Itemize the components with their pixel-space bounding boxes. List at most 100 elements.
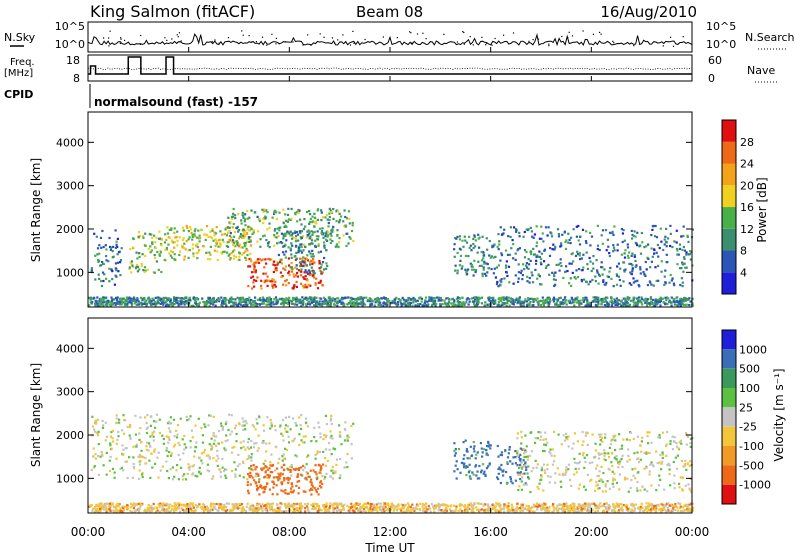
station-title: King Salmon (fitACF) xyxy=(90,2,255,21)
velocity-cell xyxy=(402,510,406,513)
power-cell xyxy=(150,303,153,307)
power-cell xyxy=(486,248,489,251)
power-cell xyxy=(610,304,614,307)
power-cell xyxy=(540,263,543,266)
power-cell xyxy=(187,238,190,241)
velocity-cell xyxy=(508,448,511,451)
power-cell xyxy=(267,242,270,245)
power-cell xyxy=(263,279,266,282)
power-cell xyxy=(622,229,625,232)
velocity-cell xyxy=(531,506,534,509)
power-cell xyxy=(134,300,138,304)
power-cell xyxy=(105,248,108,251)
velocity-cell xyxy=(646,431,649,434)
velocity-cell xyxy=(278,425,282,428)
power-cell xyxy=(526,280,529,283)
power-cell xyxy=(490,300,493,303)
power-cell xyxy=(650,302,653,305)
velocity-cell xyxy=(101,419,104,422)
velocity-cell xyxy=(577,462,580,465)
power-colorbar-tick-label: 24 xyxy=(740,158,754,171)
velocity-cell xyxy=(683,504,686,507)
nsearch-point xyxy=(302,44,304,46)
velocity-cell xyxy=(198,466,201,469)
power-cell xyxy=(114,229,117,232)
velocity-cell xyxy=(689,460,692,463)
velocity-cell xyxy=(140,441,143,444)
power-cell xyxy=(338,299,342,302)
velocity-cell xyxy=(293,502,296,506)
velocity-cell xyxy=(281,473,284,476)
velocity-cell xyxy=(563,439,566,442)
power-cell xyxy=(173,258,176,261)
velocity-cell xyxy=(105,510,108,513)
power-cell xyxy=(249,226,252,229)
power-cell xyxy=(532,304,535,307)
power-cell xyxy=(276,242,279,245)
power-cell xyxy=(123,303,127,306)
power-cell xyxy=(202,300,205,304)
power-cell xyxy=(197,303,200,306)
velocity-cell xyxy=(322,438,325,441)
velocity-cell xyxy=(615,458,618,461)
power-cell xyxy=(446,297,449,300)
power-cell xyxy=(414,304,417,307)
velocity-cell xyxy=(556,467,559,470)
power-cell xyxy=(651,255,654,258)
power-cell xyxy=(295,235,298,238)
velocity-cell xyxy=(665,443,668,446)
velocity-cell xyxy=(453,470,456,473)
power-cell xyxy=(158,254,161,257)
velocity-cell xyxy=(597,457,601,460)
velocity-cell xyxy=(90,504,93,507)
velocity-cell xyxy=(146,506,149,509)
power-cell xyxy=(654,266,657,269)
velocity-cell xyxy=(650,507,653,510)
velocity-cell xyxy=(296,473,299,476)
power-cell xyxy=(343,303,346,306)
power-cell xyxy=(391,299,394,303)
velocity-cell xyxy=(306,472,309,475)
velocity-cell xyxy=(310,483,313,486)
power-cell xyxy=(307,283,310,286)
power-cell xyxy=(388,299,391,302)
velocity-cell xyxy=(502,507,505,511)
power-cell xyxy=(285,284,288,287)
power-cell xyxy=(191,238,194,241)
power-cell xyxy=(553,248,556,251)
power-cell xyxy=(294,298,297,301)
velocity-cell xyxy=(330,422,333,425)
power-cell xyxy=(264,272,267,275)
power-cell xyxy=(245,299,248,302)
power-cell xyxy=(139,297,143,300)
power-cell xyxy=(246,240,249,243)
power-cell xyxy=(506,274,509,278)
power-cell xyxy=(359,296,362,299)
power-cell xyxy=(503,297,506,300)
power-cell xyxy=(550,235,554,238)
power-cell xyxy=(497,264,500,267)
velocity-cell xyxy=(500,463,503,467)
power-cell xyxy=(612,246,616,249)
power-cell xyxy=(192,304,195,307)
velocity-cell xyxy=(202,509,205,512)
velocity-cell xyxy=(544,431,547,434)
velocity-cell xyxy=(283,457,286,460)
power-cell xyxy=(511,298,514,301)
velocity-cell xyxy=(253,479,256,482)
power-cell xyxy=(158,302,161,305)
power-cell xyxy=(478,264,481,268)
power-cell xyxy=(285,225,288,228)
power-cell xyxy=(570,262,573,265)
power-cell xyxy=(232,212,235,215)
power-cell xyxy=(620,228,623,231)
velocity-cell xyxy=(115,414,118,417)
power-cell xyxy=(285,301,288,305)
power-cell xyxy=(239,233,243,236)
nsearch-point xyxy=(491,44,493,46)
power-cell xyxy=(213,234,216,237)
velocity-cell xyxy=(595,505,598,508)
velocity-cell xyxy=(303,466,307,469)
velocity-cell xyxy=(647,508,650,511)
power-cell xyxy=(454,269,457,272)
